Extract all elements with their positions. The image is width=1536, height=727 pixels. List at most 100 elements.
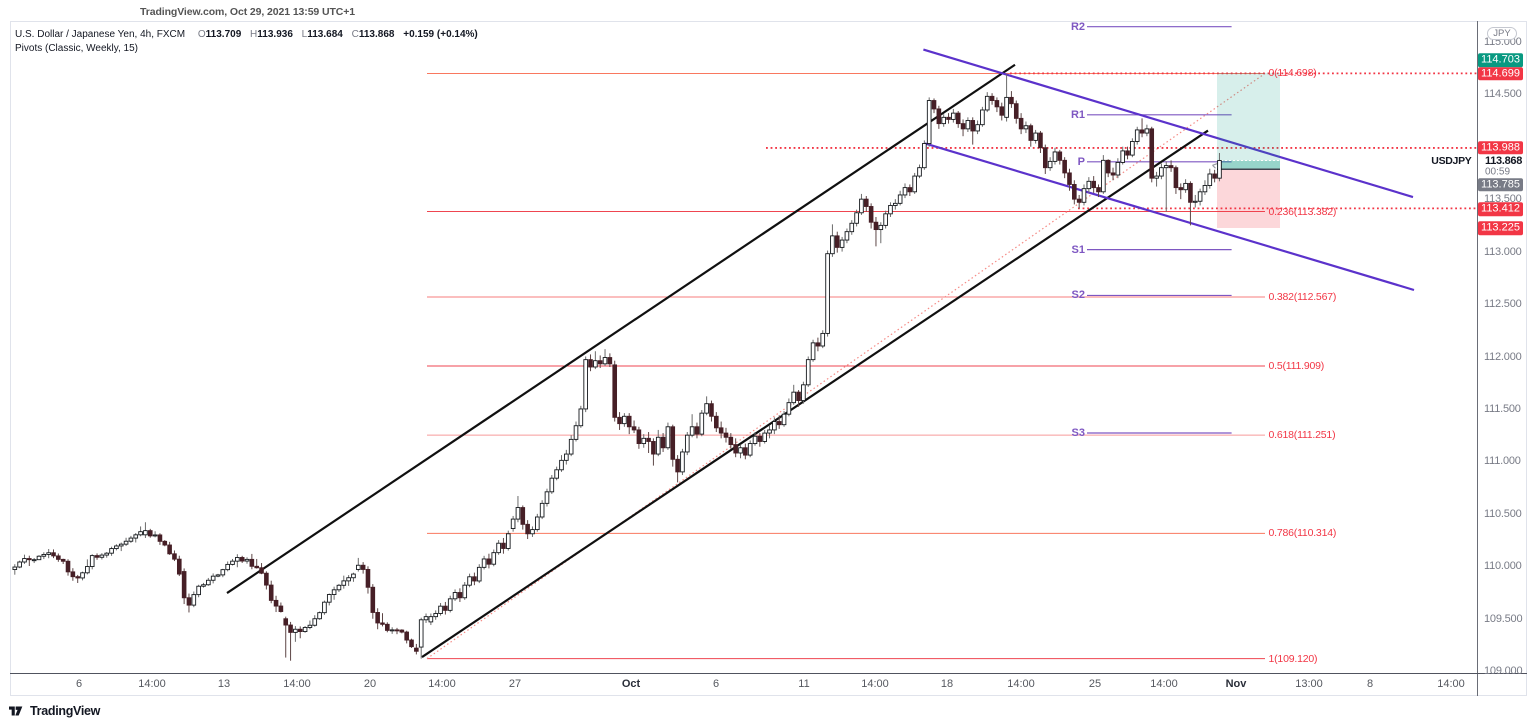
- candle-up: [452, 592, 458, 600]
- candle-up: [196, 585, 201, 596]
- candle-up: [17, 561, 22, 568]
- candle-up: [433, 613, 439, 618]
- candle-down: [994, 100, 1000, 108]
- candle-up: [554, 469, 559, 479]
- candle-down: [172, 553, 177, 560]
- tradingview-watermark[interactable]: TradingView: [9, 703, 100, 719]
- candle-up: [1183, 182, 1188, 191]
- candle-down: [868, 206, 874, 223]
- candle-down: [65, 560, 71, 573]
- candle-down: [1062, 159, 1067, 174]
- candle-down: [249, 558, 255, 567]
- candle-down: [186, 597, 192, 606]
- candle-up: [893, 202, 898, 206]
- candle-up: [922, 143, 927, 169]
- price-tick-label: 110.500: [1484, 507, 1522, 520]
- alert-price-label[interactable]: 114.699: [1478, 67, 1523, 81]
- alert-price-label[interactable]: 113.988: [1478, 140, 1523, 155]
- candle-up: [767, 429, 772, 434]
- current-price-value: 113.868: [1485, 154, 1523, 167]
- target-price-label[interactable]: 114.703: [1478, 53, 1523, 67]
- candle-up: [689, 426, 695, 436]
- candle-up: [138, 531, 143, 536]
- candle-up: [491, 552, 497, 565]
- candle-down: [278, 605, 284, 612]
- low-label: L: [301, 29, 308, 40]
- chart-frame: [10, 21, 1527, 696]
- candle-up: [980, 109, 985, 126]
- candle-down: [157, 534, 163, 542]
- candle-up: [476, 566, 482, 582]
- candle-up: [917, 167, 922, 177]
- candle-up: [418, 619, 424, 648]
- candle-down: [1013, 103, 1019, 119]
- candle-down: [259, 567, 264, 574]
- time-tick-label: 14:00: [138, 678, 166, 690]
- pivot-label-S2: S2: [1071, 289, 1085, 302]
- alert-price-label[interactable]: 113.412: [1478, 202, 1523, 216]
- candle-down: [360, 564, 366, 570]
- candle-up: [322, 601, 327, 614]
- time-tick-label: 6: [75, 678, 83, 690]
- candle-down: [631, 426, 637, 431]
- time-tick-label: 8: [1366, 678, 1374, 690]
- candle-down: [743, 447, 748, 456]
- candle-down: [931, 100, 937, 110]
- time-axis-border: [10, 673, 1527, 674]
- candle-up: [22, 558, 27, 563]
- candle-up: [965, 120, 971, 130]
- candle-up: [225, 563, 230, 571]
- candle-up: [1192, 200, 1198, 203]
- candle-down: [399, 629, 405, 633]
- candle-down: [1091, 180, 1096, 189]
- currency-badge[interactable]: JPY: [1487, 27, 1517, 40]
- candle-up: [1120, 150, 1126, 163]
- indicator-legend[interactable]: Pivots (Classic, Weekly, 15): [15, 42, 138, 54]
- candle-up: [926, 100, 932, 145]
- candle-down: [167, 544, 172, 555]
- fib-level-label: 0.618(111.251): [1268, 429, 1336, 442]
- candle-up: [704, 403, 709, 414]
- candle-down: [60, 558, 66, 562]
- symbol-title[interactable]: U.S. Dollar / Japanese Yen, 4h, FXCM: [15, 29, 186, 40]
- tradingview-watermark-text: TradingView: [30, 704, 101, 718]
- candle-up: [12, 566, 18, 571]
- candle-up: [544, 491, 550, 504]
- candle-down: [617, 416, 622, 425]
- price-tick-label: 114.500: [1484, 88, 1522, 101]
- price-scale[interactable]: [1478, 21, 1527, 674]
- candle-up: [801, 384, 806, 402]
- candle-up: [578, 408, 584, 427]
- candle-up: [568, 438, 574, 455]
- candle-up: [302, 627, 308, 632]
- stop-price-label[interactable]: 113.225: [1478, 221, 1523, 235]
- candle-down: [1096, 187, 1101, 193]
- candle-down: [1042, 147, 1048, 169]
- candle-down: [955, 112, 961, 125]
- candle-down: [370, 586, 376, 613]
- high-label: H: [250, 29, 258, 40]
- candle-up: [36, 555, 42, 561]
- candle-down: [651, 441, 656, 455]
- candle-up: [641, 437, 647, 445]
- candle-up: [839, 239, 845, 248]
- fib-level-label: 0.236(113.382): [1268, 205, 1337, 218]
- descending-channel-line: [923, 48, 1414, 199]
- price-tick-label: 109.500: [1484, 612, 1523, 625]
- candle-down: [1149, 128, 1155, 179]
- candle-up: [505, 533, 511, 549]
- candle-down: [776, 421, 782, 426]
- candle-up: [438, 605, 443, 614]
- candle-up: [564, 453, 569, 461]
- candle-up: [341, 580, 347, 586]
- price-tick-label: 112.000: [1484, 350, 1522, 363]
- candle-down: [936, 108, 942, 125]
- candle-up: [805, 359, 811, 386]
- candle-up: [447, 598, 453, 611]
- candle-down: [1072, 184, 1077, 200]
- tradingview-logo-icon: [9, 706, 23, 716]
- candle-down: [254, 565, 260, 569]
- entry-price-label[interactable]: 113.785: [1478, 177, 1523, 192]
- candle-up: [883, 213, 888, 226]
